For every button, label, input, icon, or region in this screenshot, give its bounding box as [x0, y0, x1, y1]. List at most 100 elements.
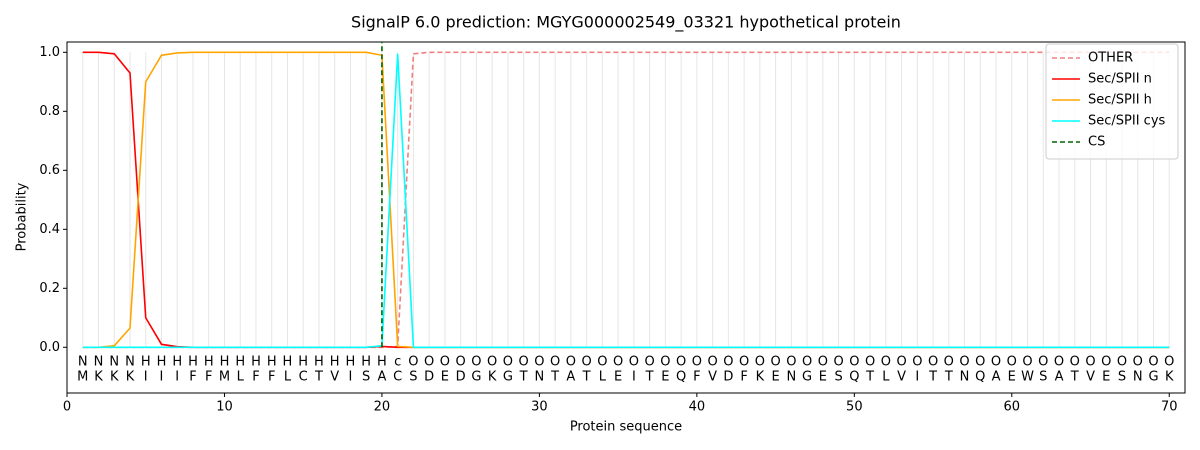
residue: F: [693, 370, 700, 385]
residue-label: O: [676, 355, 686, 370]
residue: F: [740, 370, 747, 385]
residue: F: [268, 370, 275, 385]
residue: E: [1008, 370, 1016, 385]
residue-label: O: [833, 355, 843, 370]
residue: L: [284, 370, 292, 385]
residue-label: H: [298, 355, 308, 370]
residue-label: O: [818, 355, 828, 370]
residue-label: O: [660, 355, 670, 370]
residue-label: N: [125, 355, 135, 370]
residue-label: O: [1022, 355, 1032, 370]
residue-label: O: [456, 355, 466, 370]
residue-label: O: [1148, 355, 1158, 370]
residue-label: O: [1070, 355, 1080, 370]
residue-label: O: [440, 355, 450, 370]
legend-label: Sec/SPII n: [1088, 72, 1152, 87]
residue-label: O: [723, 355, 733, 370]
residue-label: H: [346, 355, 356, 370]
residue: S: [1118, 370, 1126, 385]
x-tick-label: 50: [846, 400, 863, 415]
residue-label: O: [629, 355, 639, 370]
residue-label: O: [739, 355, 749, 370]
residue: T: [314, 370, 323, 385]
residue: V: [708, 370, 717, 385]
y-tick-label: 0.0: [39, 340, 60, 355]
residue: I: [175, 370, 179, 385]
residue: I: [160, 370, 164, 385]
x-tick-label: 10: [216, 400, 233, 415]
residue: N: [1133, 370, 1143, 385]
legend-label: Sec/SPII cys: [1088, 114, 1166, 129]
series-line: [82, 53, 1170, 349]
y-tick-label: 0.6: [39, 163, 60, 178]
residue-label: H: [220, 355, 230, 370]
residue: T: [1070, 370, 1079, 385]
residue-label: N: [94, 355, 104, 370]
residue-label: O: [645, 355, 655, 370]
residue-label: O: [1038, 355, 1048, 370]
residue-label: H: [330, 355, 340, 370]
series-line: [82, 51, 1170, 349]
residue-label: O: [534, 355, 544, 370]
residue-label: H: [283, 355, 293, 370]
residue-label: O: [597, 355, 607, 370]
residue: G: [471, 370, 481, 385]
residue: S: [409, 370, 417, 385]
residue-label: O: [550, 355, 560, 370]
residue: S: [834, 370, 842, 385]
residue-label: H: [314, 355, 324, 370]
residue-label: H: [172, 355, 182, 370]
residue-label: O: [408, 355, 418, 370]
residue: I: [349, 370, 353, 385]
residue-label: O: [1133, 355, 1143, 370]
residue: S: [1039, 370, 1047, 385]
residue: F: [252, 370, 259, 385]
y-tick-label: 0.4: [39, 222, 60, 237]
residue: V: [1086, 370, 1095, 385]
residue: T: [645, 370, 654, 385]
x-tick-label: 70: [1161, 400, 1178, 415]
residue: M: [219, 370, 230, 385]
series-line: [82, 51, 1170, 349]
x-tick-label: 0: [63, 400, 71, 415]
series-line: [82, 51, 1170, 349]
residue-label: O: [802, 355, 812, 370]
residue: K: [488, 370, 497, 385]
residue: E: [661, 370, 669, 385]
residue: K: [756, 370, 765, 385]
residue-label: O: [896, 355, 906, 370]
residue: I: [632, 370, 636, 385]
residue-label: O: [503, 355, 513, 370]
y-axis-label: Probability: [15, 182, 30, 251]
residue-label: H: [188, 355, 198, 370]
residue-label: O: [770, 355, 780, 370]
legend-label: CS: [1088, 135, 1105, 150]
residue-label: O: [755, 355, 765, 370]
residue-label: H: [157, 355, 167, 370]
residue: G: [802, 370, 812, 385]
residue-label: N: [78, 355, 88, 370]
residue: L: [237, 370, 245, 385]
residue-label: H: [377, 355, 387, 370]
residue: E: [614, 370, 622, 385]
residue-label: O: [928, 355, 938, 370]
legend-box: [1045, 43, 1179, 160]
residue-label: O: [849, 355, 859, 370]
residue: K: [126, 370, 135, 385]
residue: V: [330, 370, 339, 385]
residue-label: O: [1007, 355, 1017, 370]
legend-label: Sec/SPII h: [1088, 93, 1152, 108]
residue: E: [1102, 370, 1110, 385]
residue-label: O: [519, 355, 529, 370]
residue: D: [723, 370, 733, 385]
residue-label: O: [707, 355, 717, 370]
residue: A: [1055, 370, 1064, 385]
residue: F: [189, 370, 196, 385]
residue: D: [456, 370, 466, 385]
residue: T: [550, 370, 559, 385]
residue-label: O: [424, 355, 434, 370]
x-tick-label: 60: [1004, 400, 1021, 415]
residue-label: O: [1085, 355, 1095, 370]
legend-label: OTHER: [1088, 51, 1133, 66]
